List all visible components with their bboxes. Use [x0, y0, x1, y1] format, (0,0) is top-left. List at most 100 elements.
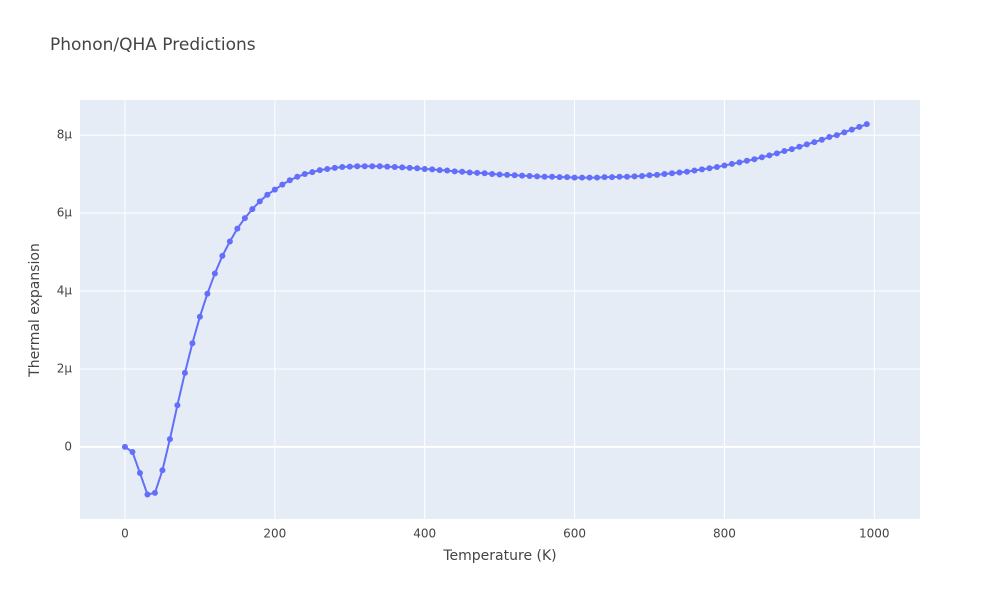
data-point: [166, 436, 173, 443]
data-point: [496, 171, 503, 178]
data-point: [361, 163, 368, 170]
data-point: [406, 164, 413, 171]
data-point: [384, 163, 391, 170]
data-point: [594, 174, 601, 181]
data-point: [773, 150, 780, 157]
data-point: [758, 154, 765, 161]
data-point: [751, 156, 758, 163]
y-tick-label: 2μ: [57, 361, 73, 375]
data-point: [796, 143, 803, 150]
data-point: [624, 173, 631, 180]
data-point: [399, 164, 406, 171]
data-point: [294, 173, 301, 180]
data-point: [586, 174, 593, 181]
data-point: [579, 174, 586, 181]
x-tick-label: 400: [413, 527, 436, 541]
chart-title: Phonon/QHA Predictions: [50, 35, 256, 55]
data-point: [189, 340, 196, 347]
data-point: [481, 170, 488, 177]
data-point: [226, 238, 233, 245]
data-point: [421, 165, 428, 172]
data-point: [339, 164, 346, 171]
data-point: [414, 165, 421, 172]
data-point: [159, 467, 166, 474]
data-point: [354, 163, 361, 170]
data-point: [526, 173, 533, 180]
data-point: [571, 174, 578, 181]
data-point: [721, 162, 728, 169]
data-point: [151, 489, 158, 496]
data-point: [474, 169, 481, 176]
y-tick-label: 0: [64, 439, 72, 453]
y-tick-label: 4μ: [57, 283, 73, 297]
data-point: [459, 168, 466, 175]
data-point: [256, 198, 263, 205]
data-point: [609, 174, 616, 181]
data-point: [676, 169, 683, 176]
data-point: [534, 173, 541, 180]
y-tick-label: 6μ: [57, 206, 73, 220]
data-point: [316, 167, 323, 174]
data-point: [698, 166, 705, 173]
data-point: [451, 168, 458, 175]
data-point: [376, 163, 383, 170]
data-point: [466, 169, 473, 176]
data-point: [766, 152, 773, 159]
data-point: [219, 252, 226, 259]
data-point: [264, 191, 271, 198]
data-point: [309, 169, 316, 176]
data-point: [436, 167, 443, 174]
data-point: [781, 148, 788, 155]
x-tick-label: 200: [263, 527, 286, 541]
x-tick-label: 1000: [859, 527, 890, 541]
data-point: [646, 172, 653, 179]
data-point: [129, 448, 136, 455]
data-point: [121, 443, 128, 450]
data-point: [631, 173, 638, 180]
data-point: [541, 173, 548, 180]
data-point: [504, 171, 511, 178]
y-tick-label: 8μ: [57, 128, 73, 142]
data-point: [833, 132, 840, 139]
data-point: [429, 166, 436, 173]
data-point: [811, 139, 818, 146]
y-axis-label: Thermal expansion: [27, 243, 43, 378]
data-point: [286, 177, 293, 184]
data-point: [346, 163, 353, 170]
data-point: [661, 171, 668, 178]
data-line: [124, 123, 868, 496]
data-point: [391, 164, 398, 171]
data-point: [743, 157, 750, 164]
data-point: [211, 270, 218, 277]
data-point: [241, 215, 248, 222]
data-point: [204, 290, 211, 297]
data-point: [856, 123, 863, 130]
data-point: [713, 164, 720, 171]
data-point: [803, 141, 810, 148]
data-point: [638, 173, 645, 180]
x-tick-label: 0: [121, 527, 129, 541]
data-point: [826, 134, 833, 141]
data-point: [691, 167, 698, 174]
data-point: [136, 470, 143, 477]
data-point: [564, 174, 571, 181]
data-point: [511, 172, 518, 179]
data-point: [683, 168, 690, 175]
data-point: [848, 126, 855, 133]
data-point: [616, 173, 623, 180]
data-point: [736, 159, 743, 166]
data-point: [234, 225, 241, 232]
data-point: [706, 165, 713, 172]
data-point: [601, 174, 608, 181]
data-point: [196, 313, 203, 320]
data-point: [369, 163, 376, 170]
data-point: [181, 369, 188, 376]
data-point: [841, 129, 848, 136]
data-point: [653, 171, 660, 178]
data-point: [549, 173, 556, 180]
x-tick-label: 800: [713, 527, 736, 541]
data-point: [818, 136, 825, 143]
data-point: [489, 171, 496, 178]
plot-area: [80, 100, 920, 519]
